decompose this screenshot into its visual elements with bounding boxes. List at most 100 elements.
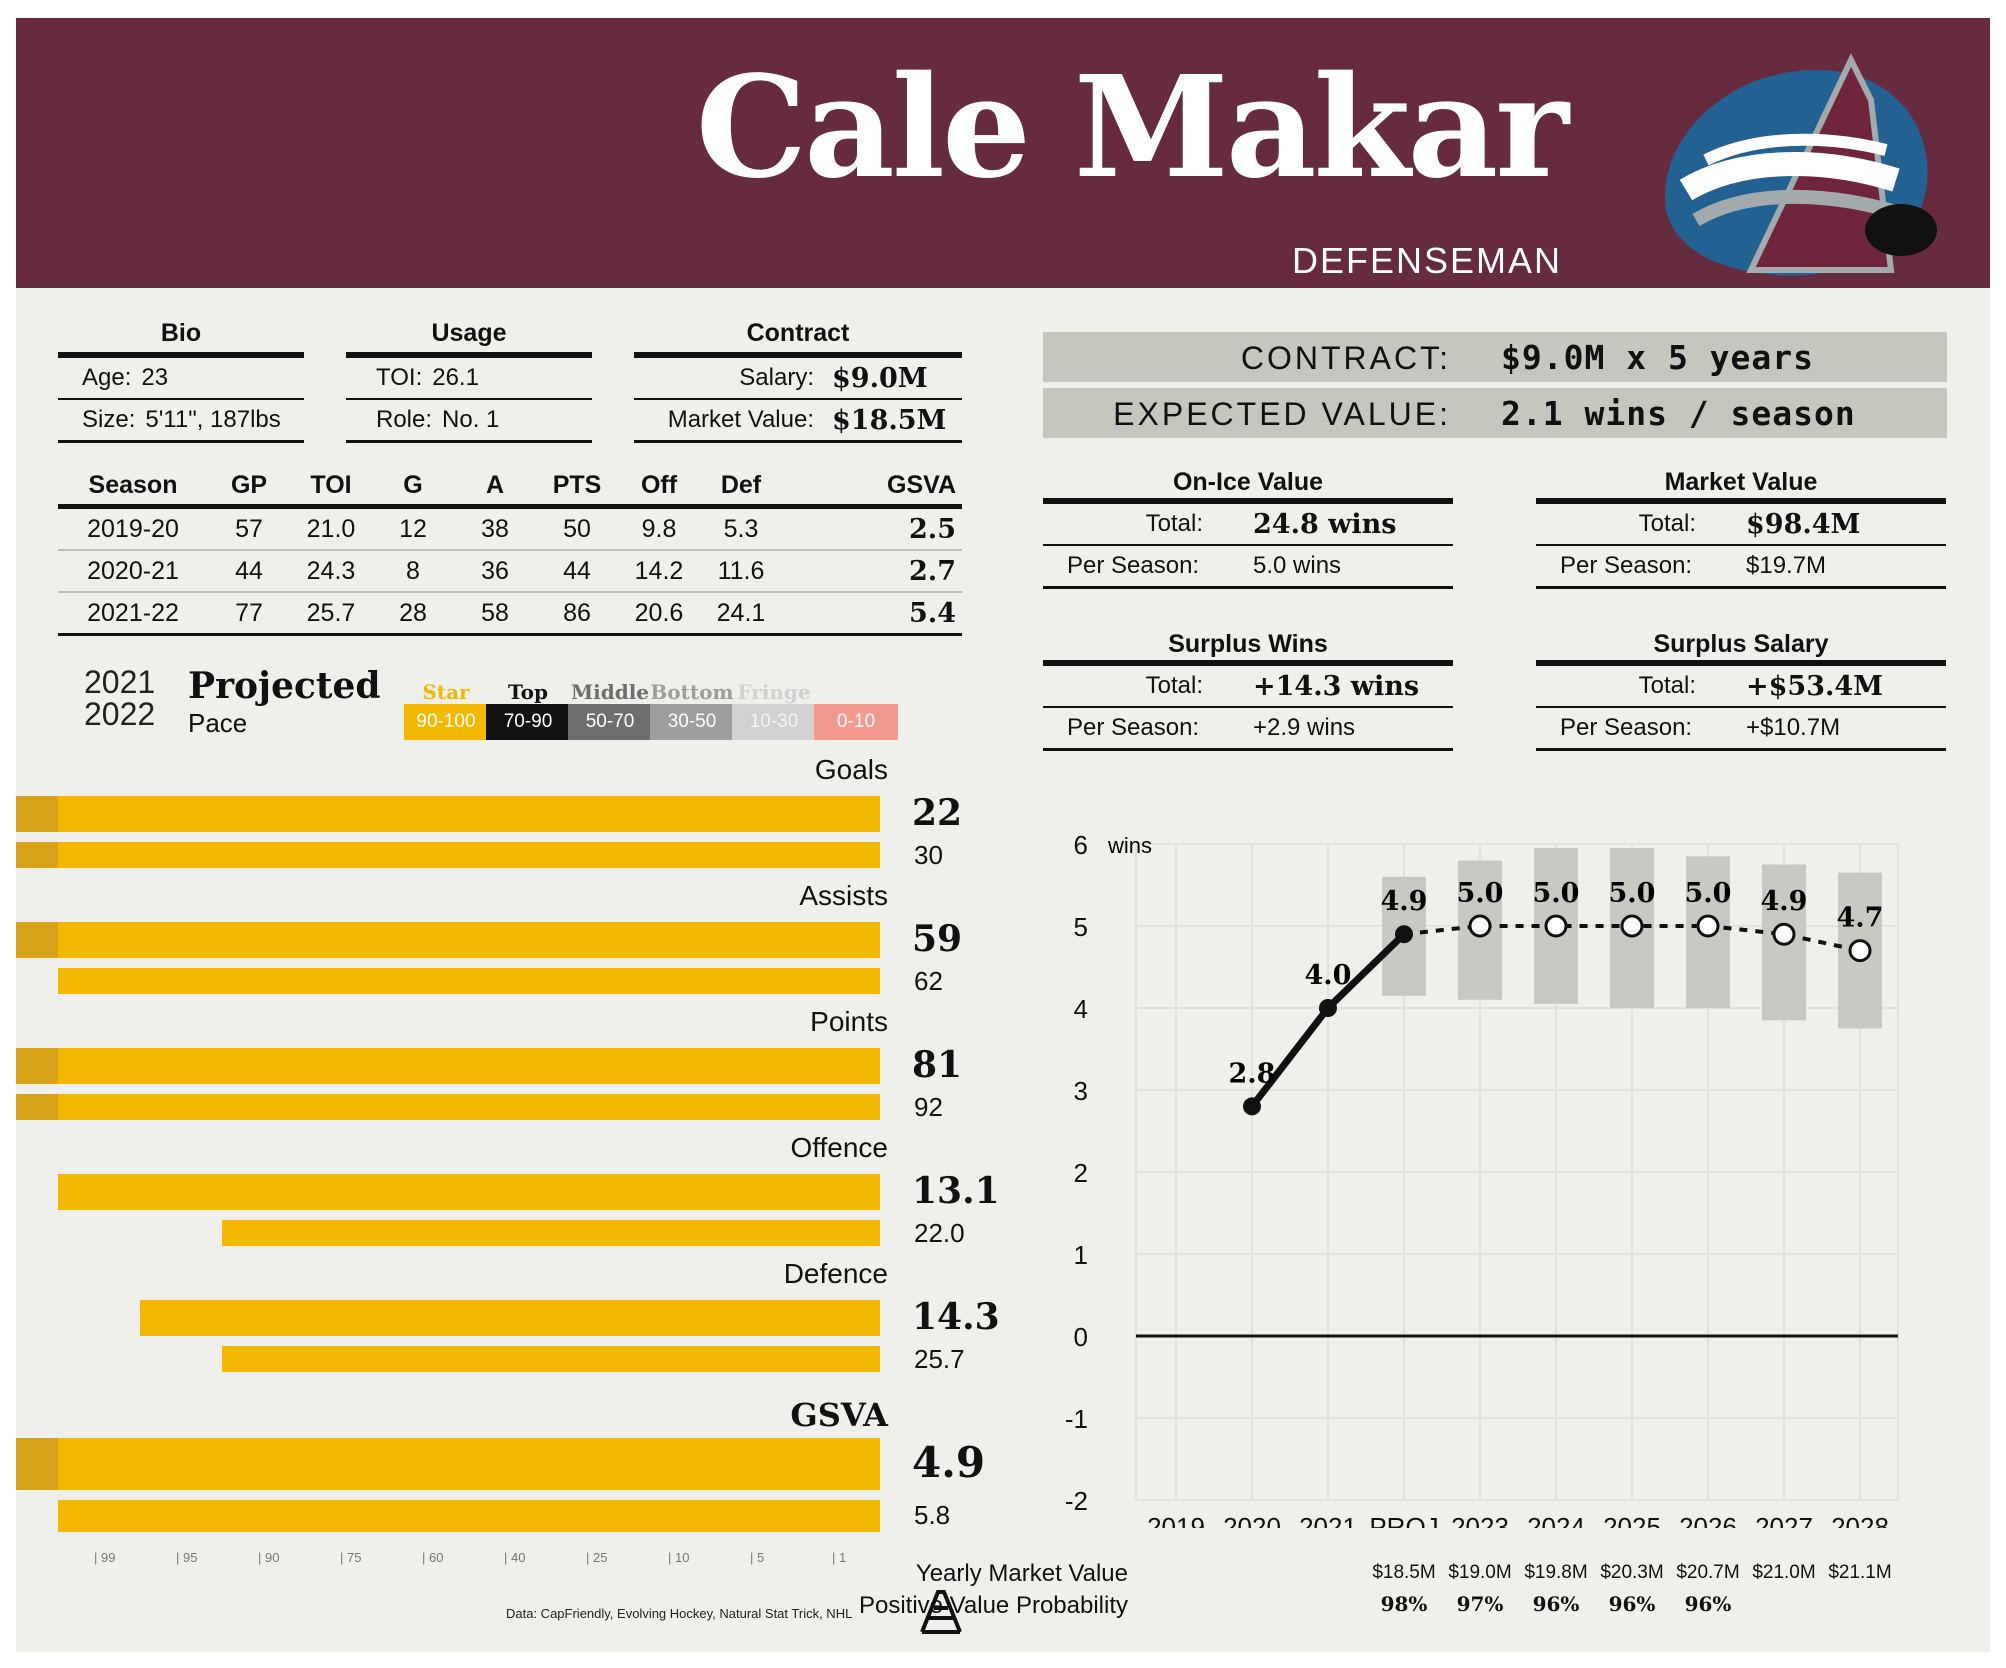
tier-item: Top 70-90	[486, 680, 570, 740]
point-label: 5.0	[1533, 878, 1580, 909]
actual-point	[1243, 1097, 1261, 1116]
value-box-title: On-Ice Value	[1043, 468, 1453, 504]
metric-previous: 22.0	[914, 1218, 965, 1248]
projected-point	[1544, 914, 1568, 938]
contract-section: Contract Salary: $9.0M Market Value: $18.5…	[634, 318, 962, 443]
per-season-label: Per Season:	[1067, 714, 1200, 741]
metric-previous: 92	[914, 1092, 943, 1122]
positive-prob-label: Positive Value Probability	[858, 1592, 1128, 1619]
tick-mark: |	[176, 1550, 183, 1565]
value-box-title: Surplus Salary	[1536, 630, 1946, 666]
x-tick-label: 2027	[1755, 1512, 1813, 1528]
tick-mark: |	[586, 1550, 593, 1565]
usage-value: No. 1	[442, 406, 500, 433]
stats-cell: 86	[536, 592, 618, 636]
market-value: $21.1M	[1828, 1562, 1892, 1583]
tick-label: 40	[511, 1550, 526, 1565]
x-tick-label: 2020	[1223, 1512, 1281, 1528]
value-box-per-season: Per Season: 5.0 wins	[1043, 546, 1453, 589]
tier-name: Middle	[570, 680, 650, 704]
tier-name: Star	[422, 680, 470, 704]
tick-label: 90	[265, 1550, 280, 1565]
tier-range: 70-90	[486, 704, 570, 740]
value-box-total: Total: 24.8 wins	[1043, 504, 1453, 546]
tick-label: 60	[429, 1550, 444, 1565]
col-gp: GP	[208, 466, 290, 509]
usage-key: TOI:	[376, 364, 423, 391]
bar-cap	[16, 1048, 58, 1084]
point-label: 4.9	[1761, 886, 1808, 917]
tier-item: 0-10	[814, 680, 898, 740]
contract-banner: CONTRACT: $9.0M x 5 years	[1043, 332, 1947, 382]
tick-label: 95	[183, 1550, 198, 1565]
usage-title: Usage	[346, 318, 592, 358]
per-season-label: Per Season:	[1067, 552, 1200, 579]
contract-row: Salary: $9.0M	[634, 358, 962, 400]
tier-name: Top	[508, 680, 548, 704]
x-tick-label: 2019	[1147, 1512, 1205, 1528]
value-box-total: Total: $98.4M	[1536, 504, 1946, 546]
market-value: $19.8M	[1524, 1562, 1588, 1583]
point-label: 2.8	[1229, 1058, 1276, 1089]
contract-banner-value: $9.0M x 5 years	[1501, 338, 1815, 377]
positive-prob: 96%	[1608, 1592, 1656, 1616]
market-value-label: Yearly Market Value	[915, 1560, 1128, 1587]
stats-cell: 24.1	[700, 592, 782, 636]
bio-key: Size:	[82, 406, 136, 433]
bar-sub	[222, 1220, 880, 1246]
scale-tick: | 75	[340, 1550, 361, 1565]
point-label: 5.0	[1685, 878, 1732, 909]
total-label: Total:	[1638, 510, 1696, 537]
metric-value: 81	[912, 1044, 963, 1086]
col-g: G	[372, 466, 454, 509]
projection-season: 2021 2022	[84, 666, 155, 730]
value-box-per-season: Per Season: $19.7M	[1536, 546, 1946, 589]
bar-main	[58, 1174, 880, 1210]
bar-main	[16, 922, 880, 958]
col-toi: TOI	[290, 466, 372, 509]
usage-row: TOI: 26.1	[346, 358, 592, 400]
point-label: 5.0	[1609, 878, 1656, 909]
tick-mark: |	[258, 1550, 265, 1565]
col-pts: PTS	[536, 466, 618, 509]
bar-sub	[16, 842, 880, 868]
point-label: 4.9	[1381, 886, 1428, 917]
x-tick-label: 2025	[1603, 1512, 1661, 1528]
tick-label: 10	[675, 1550, 690, 1565]
tier-range: 90-100	[404, 704, 488, 740]
actual-point	[1319, 999, 1337, 1017]
tier-item: Bottom 30-50	[650, 680, 734, 740]
bar-cap	[16, 1094, 58, 1120]
point-label: 4.7	[1837, 903, 1884, 934]
metric-value: 13.1	[912, 1170, 1000, 1212]
tick-label: 1	[839, 1550, 847, 1565]
chart-grid	[1135, 843, 1899, 1501]
scale-tick: | 90	[258, 1550, 279, 1565]
per-season-value: $19.7M	[1746, 552, 1827, 579]
total-value: $98.4M	[1746, 508, 1861, 540]
contract-key: Market Value:	[667, 406, 814, 433]
metric-label: Goals	[814, 754, 888, 785]
projected-point	[1848, 939, 1872, 963]
total-value: 24.8 wins	[1253, 508, 1397, 540]
stats-cell: 11.6	[700, 550, 782, 593]
value-box: Surplus Wins Total: +14.3 wins Per Season: +…	[1043, 630, 1453, 751]
projected-point	[1468, 914, 1492, 938]
bar-main	[140, 1300, 880, 1336]
scale-tick: | 1	[832, 1550, 846, 1565]
metric-value: 59	[912, 918, 963, 960]
metric-previous: 25.7	[914, 1344, 965, 1374]
value-box: Surplus Salary Total: +$53.4M Per Season: +$…	[1536, 630, 1946, 751]
value-box: On-Ice Value Total: 24.8 wins Per Season: 5.…	[1043, 468, 1453, 589]
bar-cap	[16, 796, 58, 832]
bar-sub	[58, 968, 880, 994]
stats-cell: 50	[536, 506, 618, 551]
metric-previous: 30	[914, 840, 943, 870]
metric-label: GSVA	[790, 1396, 888, 1434]
tick-mark: |	[340, 1550, 347, 1565]
wins-chart: 6 5 4 3 2 1 0 -1 -2 wins 2.8 4.0 4.9 5.0 5.0 5.0 5.0 4.9 4…	[1065, 830, 1899, 1528]
stats-cell: 2019-20	[58, 506, 208, 551]
y-tick-label: 5	[1074, 912, 1088, 942]
value-box-per-season: Per Season: +2.9 wins	[1043, 708, 1453, 751]
value-box: Market Value Total: $98.4M Per Season: $19.7…	[1536, 468, 1946, 589]
